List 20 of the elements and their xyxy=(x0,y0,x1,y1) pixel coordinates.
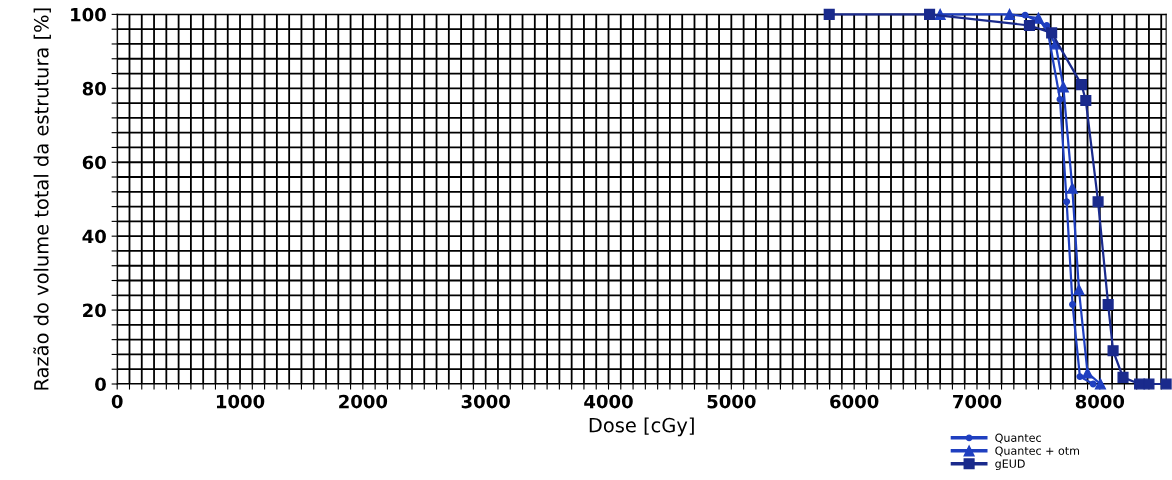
legend-label: Quantec xyxy=(995,433,1041,444)
y-tick-label: 100 xyxy=(71,7,106,22)
x-axis-title: Dose [cGy] xyxy=(589,417,694,437)
x-tick-label: 4000 xyxy=(584,394,633,409)
y-tick-label: 20 xyxy=(83,303,106,318)
legend-label: gEUD xyxy=(995,459,1025,470)
x-tick-label: 2000 xyxy=(339,394,388,409)
legend-label: Quantec + otm xyxy=(995,446,1080,457)
y-tick-label: 80 xyxy=(82,81,106,96)
x-tick-label: 3000 xyxy=(461,394,510,409)
y-axis-title: Razão do volume total da estrutura [%] xyxy=(33,8,51,390)
x-tick-label: 0 xyxy=(111,394,123,409)
x-tick-label: 1000 xyxy=(216,394,265,409)
x-tick-label: 5000 xyxy=(707,394,756,409)
y-tick-label: 40 xyxy=(82,229,106,244)
y-tick-label: 0 xyxy=(95,377,106,392)
x-tick-label: 7000 xyxy=(953,394,1002,409)
y-tick-label: 60 xyxy=(82,155,106,170)
x-tick-label: 6000 xyxy=(830,394,879,409)
x-tick-label: 8000 xyxy=(1075,394,1125,409)
